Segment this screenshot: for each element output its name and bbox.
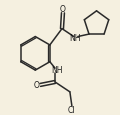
Text: Cl: Cl (68, 105, 76, 114)
Text: O: O (60, 5, 66, 14)
Text: NH: NH (51, 65, 63, 74)
Text: O: O (33, 81, 39, 90)
Text: NH: NH (69, 34, 81, 43)
